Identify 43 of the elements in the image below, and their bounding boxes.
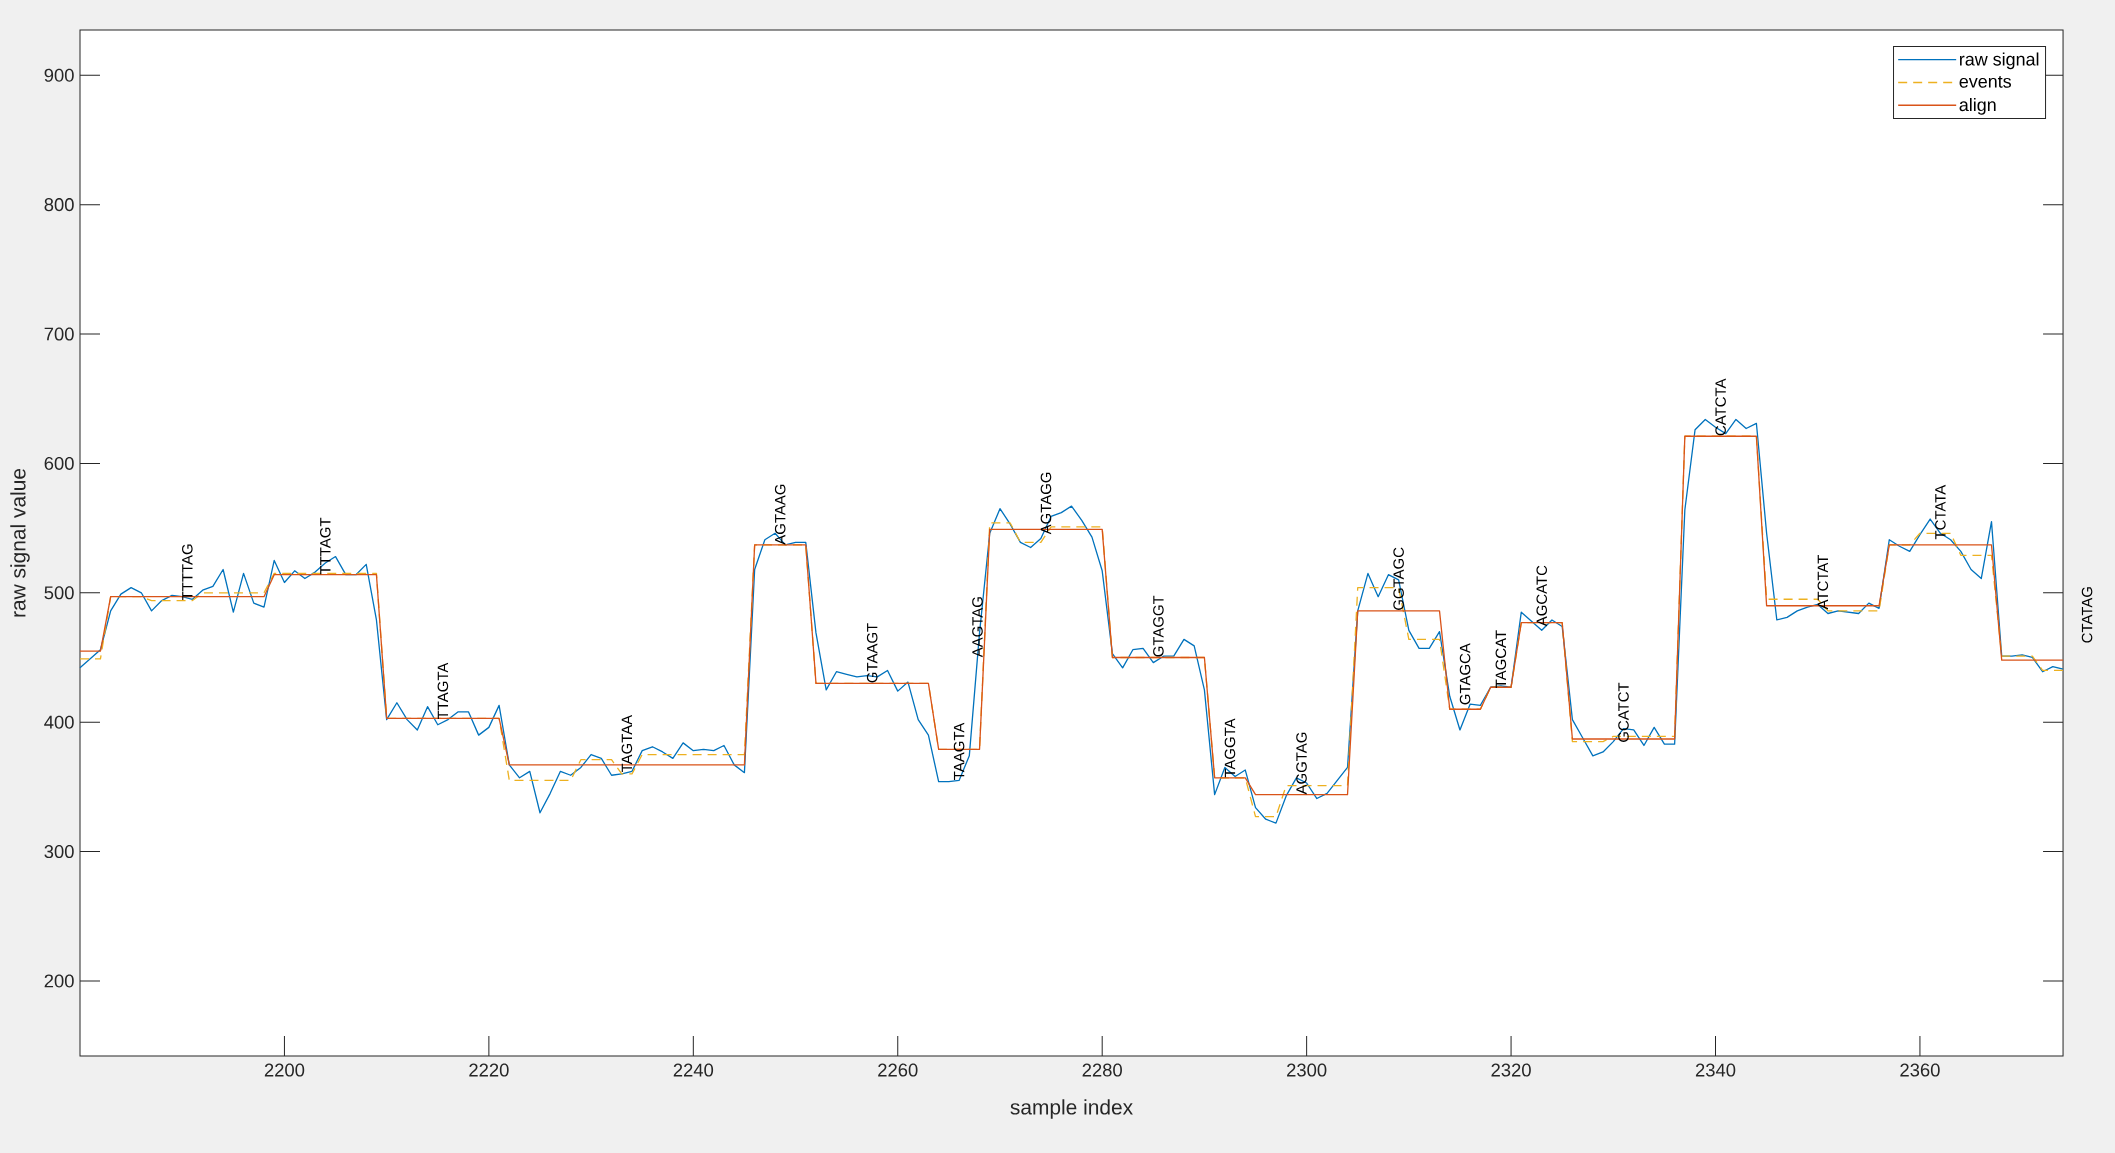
x-tick-label: 2320 bbox=[1491, 1063, 1531, 1077]
x-tick-label: 2220 bbox=[469, 1063, 509, 1077]
annotation: AAGTAG bbox=[972, 597, 983, 658]
legend-label: raw signal bbox=[1960, 52, 2039, 70]
y-tick-label: 400 bbox=[44, 715, 74, 729]
x-axis-title: sample index bbox=[1010, 1099, 1133, 1119]
annotation: AGGTAG bbox=[1296, 732, 1307, 795]
annotation: TAAGTA bbox=[953, 722, 965, 780]
legend-label: align bbox=[1959, 98, 1996, 115]
x-tick-label: 2300 bbox=[1287, 1063, 1327, 1077]
y-tick-label: 500 bbox=[44, 586, 74, 600]
annotation: TTTAGT bbox=[320, 517, 331, 575]
annotation: TAGCAT bbox=[1495, 630, 1507, 689]
annotation: GTAGGT bbox=[1153, 595, 1164, 657]
annotation: GCATCT bbox=[1618, 682, 1629, 742]
x-tick-label: 2200 bbox=[264, 1063, 305, 1077]
annotation: TAGGTA bbox=[1224, 718, 1236, 778]
x-tick-label: 2360 bbox=[1900, 1063, 1940, 1077]
y-tick-label: 200 bbox=[44, 974, 74, 988]
y-tick-label: 300 bbox=[44, 845, 74, 859]
annotation: TCTATA bbox=[1935, 484, 1946, 540]
annotation: TTTTAG bbox=[182, 544, 193, 601]
x-tick-label: 2260 bbox=[878, 1063, 918, 1077]
annotation: TAGTAA bbox=[621, 714, 633, 773]
annotation: CATCTA bbox=[1715, 378, 1726, 436]
annotation: AGTAGG bbox=[1040, 472, 1052, 535]
y-tick-label: 700 bbox=[44, 327, 74, 341]
x-tick-label: 2280 bbox=[1082, 1063, 1122, 1077]
x-tick-label: 2240 bbox=[673, 1063, 714, 1077]
x-tick-label: 2340 bbox=[1695, 1063, 1736, 1077]
y-tick-label: 600 bbox=[44, 456, 74, 470]
legend-label: events bbox=[1959, 75, 2012, 88]
annotation: AGCATC bbox=[1536, 565, 1548, 627]
y-tick-label: 900 bbox=[44, 68, 74, 82]
annotation: ATCTAT bbox=[1817, 554, 1829, 610]
annotation: GGTAGC bbox=[1393, 547, 1404, 610]
y-tick-label: 800 bbox=[44, 198, 74, 212]
annotation: TTAGTA bbox=[437, 662, 449, 720]
annotation: GTAAGT bbox=[866, 623, 878, 683]
y-axis-title: raw signal value bbox=[10, 468, 30, 617]
annotation: AGTAAG bbox=[774, 484, 786, 545]
text: CTATAG bbox=[2081, 587, 2093, 643]
annotation: GTAGCA bbox=[1459, 643, 1471, 705]
